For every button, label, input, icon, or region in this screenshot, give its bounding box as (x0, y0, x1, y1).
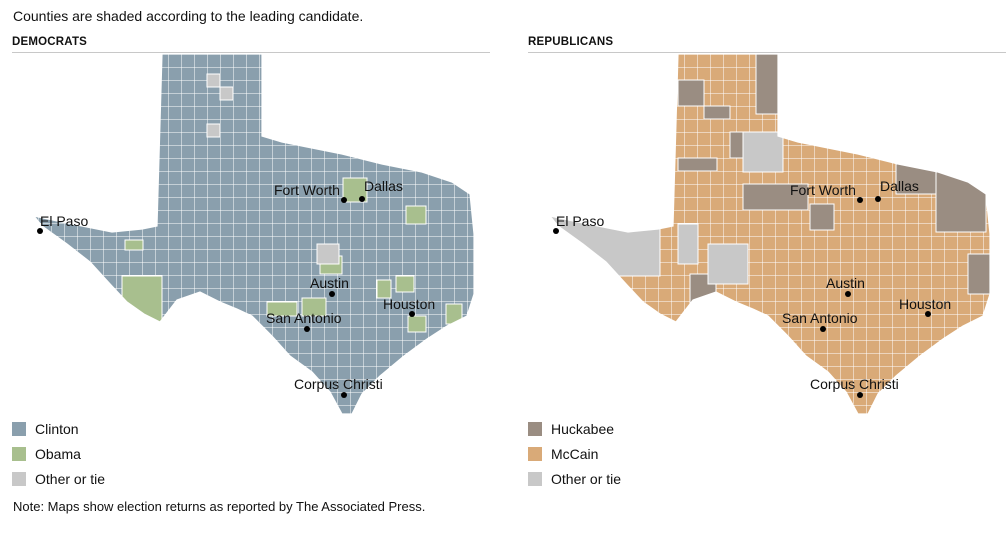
democrats-map: El Paso Fort Worth Dallas Austin San Ant… (32, 54, 475, 414)
legend-swatch (12, 446, 26, 461)
democrats-panel: DEMOCRATS (12, 36, 490, 487)
svg-text:Houston: Houston (899, 296, 951, 312)
city-fort-worth: Fort Worth (274, 182, 347, 203)
city-houston: Houston (899, 296, 951, 317)
city-austin: Austin (826, 275, 865, 297)
texas-outline (548, 54, 991, 414)
republicans-legend: Huckabee McCain Other or tie (528, 416, 621, 491)
republicans-panel: REPUBLICANS (528, 36, 1006, 487)
svg-text:Fort Worth: Fort Worth (274, 182, 340, 198)
republicans-title: REPUBLICANS (528, 36, 1006, 53)
svg-text:Dallas: Dallas (880, 178, 919, 194)
legend-item-clinton: Clinton (12, 416, 105, 441)
svg-text:El Paso: El Paso (556, 213, 604, 229)
legend-item-mccain: McCain (528, 441, 621, 466)
texas-outline (32, 54, 475, 414)
legend-label: Clinton (35, 420, 79, 437)
city-corpus-christi: Corpus Christi (294, 376, 383, 398)
city-houston: Houston (383, 296, 435, 317)
city-el-paso: El Paso (37, 213, 88, 234)
legend-swatch (12, 471, 26, 486)
svg-text:San Antonio: San Antonio (266, 310, 342, 326)
city-dallas: Dallas (875, 178, 919, 202)
democrats-title: DEMOCRATS (12, 36, 490, 53)
legend-item-obama: Obama (12, 441, 105, 466)
legend-item-other: Other or tie (528, 466, 621, 491)
city-fort-worth: Fort Worth (790, 182, 863, 203)
city-dallas: Dallas (359, 178, 403, 202)
legend-swatch (528, 446, 542, 461)
city-el-paso: El Paso (553, 213, 604, 234)
svg-text:Austin: Austin (826, 275, 865, 291)
svg-text:Austin: Austin (310, 275, 349, 291)
svg-text:San Antonio: San Antonio (782, 310, 858, 326)
city-austin: Austin (310, 275, 349, 297)
legend-swatch (528, 471, 542, 486)
svg-text:El Paso: El Paso (40, 213, 88, 229)
republicans-map: El Paso Fort Worth Dallas Austin San Ant… (548, 54, 991, 414)
legend-label: Other or tie (551, 470, 622, 487)
legend-swatch (528, 421, 542, 436)
legend-label: Obama (35, 445, 81, 462)
svg-text:Corpus Christi: Corpus Christi (294, 376, 383, 392)
svg-text:Corpus Christi: Corpus Christi (810, 376, 899, 392)
legend-label: Huckabee (551, 420, 615, 437)
footnote: Note: Maps show election returns as repo… (13, 499, 426, 514)
city-corpus-christi: Corpus Christi (810, 376, 899, 398)
legend-item-other: Other or tie (12, 466, 105, 491)
democrats-counties (34, 54, 474, 414)
svg-text:Dallas: Dallas (364, 178, 403, 194)
democrats-legend: Clinton Obama Other or tie (12, 416, 105, 491)
legend-swatch (12, 421, 26, 436)
intro-text: Counties are shaded according to the lea… (13, 8, 364, 24)
city-san-antonio: San Antonio (782, 310, 858, 332)
legend-item-huckabee: Huckabee (528, 416, 621, 441)
republicans-counties (550, 54, 990, 414)
svg-text:Houston: Houston (383, 296, 435, 312)
legend-label: McCain (551, 445, 599, 462)
svg-text:Fort Worth: Fort Worth (790, 182, 856, 198)
legend-label: Other or tie (35, 470, 106, 487)
city-san-antonio: San Antonio (266, 310, 342, 332)
